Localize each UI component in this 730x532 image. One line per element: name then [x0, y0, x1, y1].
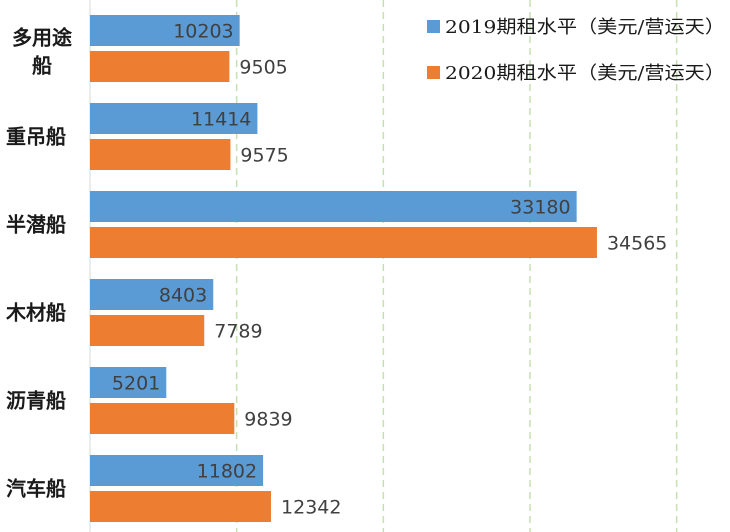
- bar-2020-2: [90, 227, 597, 258]
- bar-2019-0: [90, 15, 240, 46]
- bar-2019-2: [90, 191, 577, 222]
- legend: 2019期租水平（美元/营运天） 2020期租水平（美元/营运天）: [427, 17, 725, 84]
- value-label-2020-3: 7789: [214, 321, 262, 343]
- bar-2020-0: [90, 51, 230, 82]
- category-label-0: 多用途船: [12, 26, 73, 78]
- legend-swatch-2020: [427, 66, 440, 79]
- bar-2019-4: [90, 367, 167, 398]
- legend-label-2019: 2019期租水平（美元/营运天）: [445, 17, 725, 38]
- value-label-2019-1: 11414: [191, 109, 251, 131]
- value-label-2019-5: 11802: [197, 461, 257, 483]
- value-labels: 10203 9505 11414 9575 33180 34565 8403 7789 5201…: [112, 21, 667, 519]
- bar-2019-3: [90, 279, 214, 310]
- value-label-2019-4: 5201: [112, 373, 160, 395]
- value-label-2020-4: 9839: [244, 409, 292, 431]
- value-label-2020-0: 9505: [239, 57, 287, 79]
- bar-2019-1: [90, 103, 258, 134]
- value-label-2019-2: 33180: [510, 197, 570, 219]
- value-label-2020-1: 9575: [240, 145, 288, 167]
- legend-swatch-2019: [427, 20, 440, 33]
- grid-lines: [235, 0, 678, 532]
- value-label-2019-3: 8403: [159, 285, 207, 307]
- value-label-2020-5: 12342: [281, 497, 341, 519]
- legend-label-2020: 2020期租水平（美元/营运天）: [445, 63, 725, 84]
- bar-2019-5: [90, 455, 264, 486]
- bar-2020-4: [90, 403, 235, 434]
- bar-2020-3: [90, 315, 205, 346]
- category-label-2: 半潜船: [6, 213, 66, 237]
- category-label-5: 汽车船: [6, 477, 66, 501]
- category-label-1: 重吊船: [6, 125, 66, 149]
- value-label-2019-0: 10203: [173, 21, 233, 43]
- category-label-4: 沥青船: [6, 389, 66, 413]
- value-label-2020-2: 34565: [607, 233, 667, 255]
- bars: [90, 15, 597, 522]
- bar-2020-5: [90, 491, 272, 522]
- category-label-3: 木材船: [5, 301, 66, 325]
- bar-2020-1: [90, 139, 231, 170]
